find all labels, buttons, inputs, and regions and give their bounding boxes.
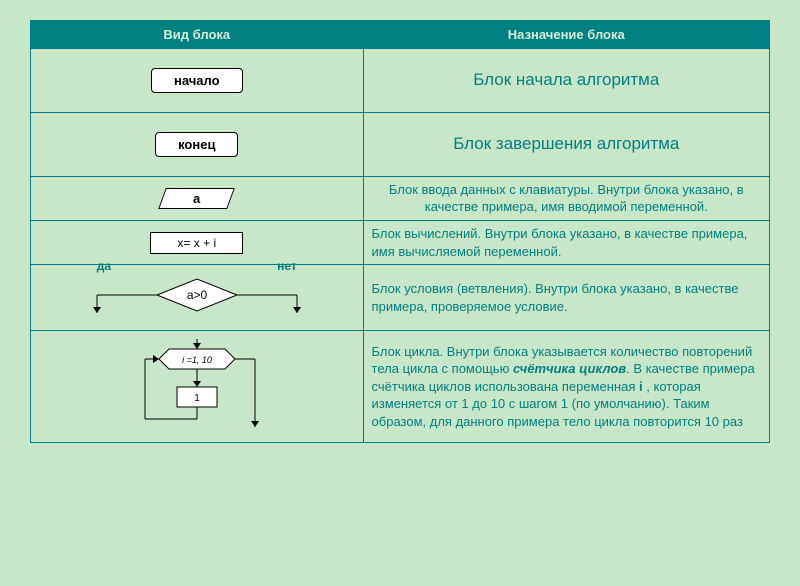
row-process: x= x + i Блок вычислений. Внутри блока у…	[31, 220, 770, 264]
row-start: начало Блок начала алгоритма	[31, 49, 770, 113]
header-block-purpose: Назначение блока	[363, 21, 769, 49]
loop-body-text: 1	[194, 393, 200, 404]
loop-svg: i =1, 10 1	[127, 339, 267, 429]
shape-cell-decision: да нет a>0	[31, 265, 364, 331]
desc-input: Блок ввода данных с клавиатуры. Внутри б…	[363, 176, 769, 220]
decision-diamond-icon: да нет a>0	[87, 273, 307, 322]
loop-counter-text: i =1, 10	[182, 355, 212, 365]
branch-label-yes: да	[97, 259, 111, 273]
desc-decision: Блок условия (ветвления). Внутри блока у…	[363, 265, 769, 331]
terminator-start-icon: начало	[151, 68, 243, 93]
shape-cell-start: начало	[31, 49, 364, 113]
loop-hexagon-icon: i =1, 10 1	[127, 339, 267, 434]
desc-start: Блок начала алгоритма	[363, 49, 769, 113]
row-loop: i =1, 10 1 Б	[31, 331, 770, 443]
decision-condition-text: a>0	[187, 288, 208, 302]
row-end: конец Блок завершения алгоритма	[31, 112, 770, 176]
decision-svg: a>0	[87, 273, 307, 317]
row-decision: да нет a>0 Блок условия (ветвления). Вну…	[31, 265, 770, 331]
process-rect-icon: x= x + i	[150, 232, 243, 254]
desc-loop: Блок цикла. Внутри блока указывается кол…	[363, 331, 769, 443]
branch-label-no: нет	[277, 259, 297, 273]
shape-cell-input: a	[31, 176, 364, 220]
parallelogram-input-icon: a	[158, 188, 235, 209]
block-types-table: Вид блока Назначение блока начало Блок н…	[30, 20, 770, 443]
desc-process: Блок вычислений. Внутри блока указано, в…	[363, 220, 769, 264]
terminator-end-icon: конец	[155, 132, 238, 157]
parallelogram-input-label: a	[193, 191, 200, 206]
header-row: Вид блока Назначение блока	[31, 21, 770, 49]
shape-cell-loop: i =1, 10 1	[31, 331, 364, 443]
shape-cell-end: конец	[31, 112, 364, 176]
shape-cell-process: x= x + i	[31, 220, 364, 264]
row-input: a Блок ввода данных с клавиатуры. Внутри…	[31, 176, 770, 220]
header-block-type: Вид блока	[31, 21, 364, 49]
desc-end: Блок завершения алгоритма	[363, 112, 769, 176]
